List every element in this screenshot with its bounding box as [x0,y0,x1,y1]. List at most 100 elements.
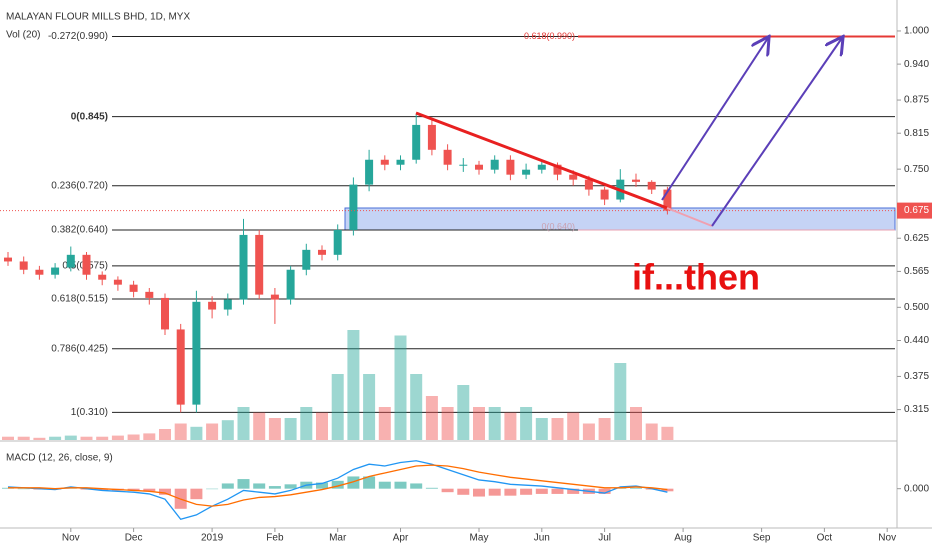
volume-bar [488,407,501,440]
macd-histogram-bar [661,488,674,492]
candle-body [286,269,295,300]
candle-body [647,181,656,190]
y-tick-label: 0.440 [904,335,929,346]
candle-body [192,301,201,405]
volume-bar [159,429,171,440]
volume-bar [237,407,250,440]
candle-body [380,159,389,165]
fib-label: 0.382(0.640) [51,225,108,236]
volume-bar [127,434,140,440]
candle-body [239,234,248,300]
macd-histogram-bar [520,488,533,495]
candle-body [632,179,640,182]
macd-macd-line [7,460,668,521]
candle-body [443,149,452,165]
volume-bar [394,335,407,440]
volume-bar [80,436,93,440]
candle-body [255,234,264,295]
macd-signal-line [8,464,668,507]
candle-body [490,159,499,170]
y-tick-label: 0.940 [904,59,929,70]
plot: 1.000 0.940 0.875 0.815 0.750 0.625 0.565 0.500… [0,26,932,544]
candle-body [553,164,562,175]
candle-body [427,124,436,150]
fib-label: -0.272(0.990) [48,31,108,42]
candle-body [270,294,279,300]
volume-bar [347,330,360,440]
volume-bar [363,374,376,440]
arrow [711,38,842,227]
x-tick-label: Dec [125,533,143,544]
y-tick-label: 1.000 [904,26,929,37]
macd-histogram-bar [535,488,548,494]
volume-bar [567,412,580,440]
candle-body [537,164,546,170]
volume-bar [473,407,485,440]
volume-bar [535,418,548,440]
candle-body [113,279,122,285]
volume-bar [49,436,62,440]
x-tick-label: Aug [674,533,692,544]
macd-histogram-bar [237,479,250,489]
candle-body [396,159,405,165]
macd-histogram-bar [190,488,203,500]
volume-bar [598,418,611,440]
volume-bar [316,412,328,440]
volume-bar [17,436,30,440]
volume-bar [520,407,533,440]
macd-histogram-bar [504,488,517,496]
macd-histogram-bar [221,483,234,489]
candle-body [663,189,672,211]
chart-title: MALAYAN FLOUR MILLS BHD, 1D, MYX [6,12,190,23]
candle-body [35,269,44,275]
volume-bar [96,436,109,440]
y-tick-label: 0.315 [904,404,929,415]
volume-bar [614,363,627,440]
macd-histogram-bar [268,486,281,489]
x-tick-label: Jun [534,533,550,544]
y-tick-label: 0.750 [904,164,929,175]
fib-label: 0.786(0.425) [51,343,108,354]
candle-body [333,229,342,255]
volume-bar [551,418,564,440]
candle-body [51,267,60,275]
candle-body [4,257,12,262]
macd-histogram-bar [425,487,438,489]
volume-bar [111,435,124,440]
volume-bar [284,418,297,440]
candle-body [522,169,531,175]
macd-histogram-bar [316,482,328,489]
candle-body [161,297,169,330]
x-tick-label: Mar [329,533,347,544]
volume-bar [457,385,470,440]
macd-histogram-bar [630,487,642,489]
volume-bar [645,423,658,440]
candle-body [66,254,75,268]
macd-histogram-bar [206,488,219,490]
candle-body [302,249,311,270]
candle-body [506,159,515,175]
candle-body [349,184,358,230]
volume-bar [331,374,344,440]
volume-bar [630,407,642,440]
macd-histogram-bar [598,488,611,494]
candle-body [569,174,578,180]
y-tick-label: 0.375 [904,371,929,382]
volume-bar [64,435,77,440]
candle-body [459,164,468,166]
volume-bar [504,412,517,440]
macd-histogram-bar [410,483,423,489]
x-tick-label: Jul [598,533,611,544]
volume-bar [410,374,423,440]
macd-histogram-bar [551,488,564,494]
last-price-label: 0.675 [904,205,929,216]
projection-line [666,207,713,227]
last-price-box [897,202,932,219]
volume-bar [253,412,266,440]
x-tick-label: 2019 [201,533,224,544]
macd-histogram-bar [441,488,454,493]
volume-bar [425,396,438,440]
volume-bar [206,423,219,440]
macd-histogram-bar [488,488,501,496]
volume-bar [190,426,203,440]
